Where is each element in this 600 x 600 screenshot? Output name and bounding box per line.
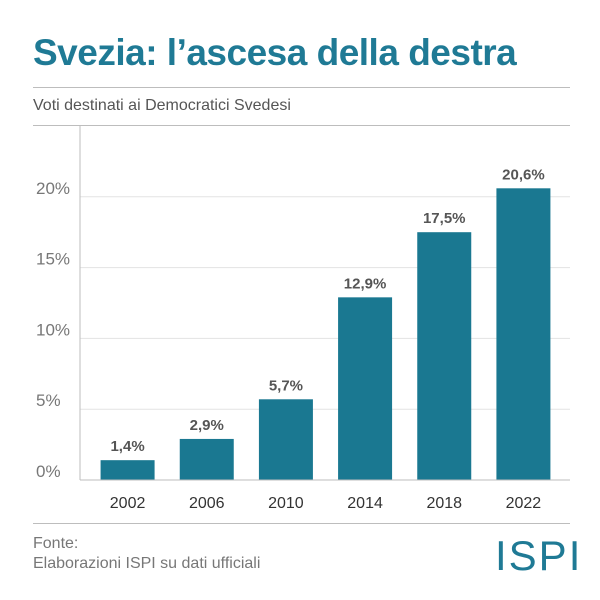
footer-divider bbox=[33, 523, 570, 524]
data-label: 12,9% bbox=[344, 275, 387, 292]
bar-2010 bbox=[258, 399, 313, 480]
data-label: 1,4% bbox=[110, 438, 144, 455]
x-tick-label: 2006 bbox=[189, 495, 225, 512]
x-tick-label: 2014 bbox=[347, 495, 383, 512]
source-label: Fonte: bbox=[33, 535, 79, 552]
subtitle-divider bbox=[33, 125, 570, 126]
y-tick-label: 15% bbox=[36, 250, 70, 269]
data-label: 2,9% bbox=[190, 417, 224, 434]
x-tick-label: 2022 bbox=[506, 495, 542, 512]
data-label: 20,6% bbox=[502, 166, 545, 183]
data-label: 17,5% bbox=[423, 210, 466, 227]
bar-2018 bbox=[417, 232, 472, 480]
bar-2006 bbox=[179, 438, 234, 480]
title-divider bbox=[33, 87, 570, 88]
x-tick-label: 2002 bbox=[110, 495, 146, 512]
y-tick-label: 5% bbox=[36, 391, 61, 410]
ispi-logo: ISPI bbox=[495, 532, 583, 579]
bar-2022 bbox=[496, 188, 551, 480]
y-tick-label: 20% bbox=[36, 179, 70, 198]
y-tick-label: 10% bbox=[36, 320, 70, 339]
x-tick-label: 2010 bbox=[268, 495, 304, 512]
bar-2014 bbox=[338, 297, 393, 480]
source-text: Elaborazioni ISPI su dati ufficiali bbox=[33, 555, 261, 572]
chart-subtitle: Voti destinati ai Democratici Svedesi bbox=[33, 97, 291, 114]
bar-2002 bbox=[100, 460, 155, 480]
x-tick-label: 2018 bbox=[426, 495, 462, 512]
y-tick-label: 0% bbox=[36, 462, 61, 481]
chart-title: Svezia: l’ascesa della destra bbox=[33, 32, 517, 73]
data-label: 5,7% bbox=[269, 377, 303, 394]
